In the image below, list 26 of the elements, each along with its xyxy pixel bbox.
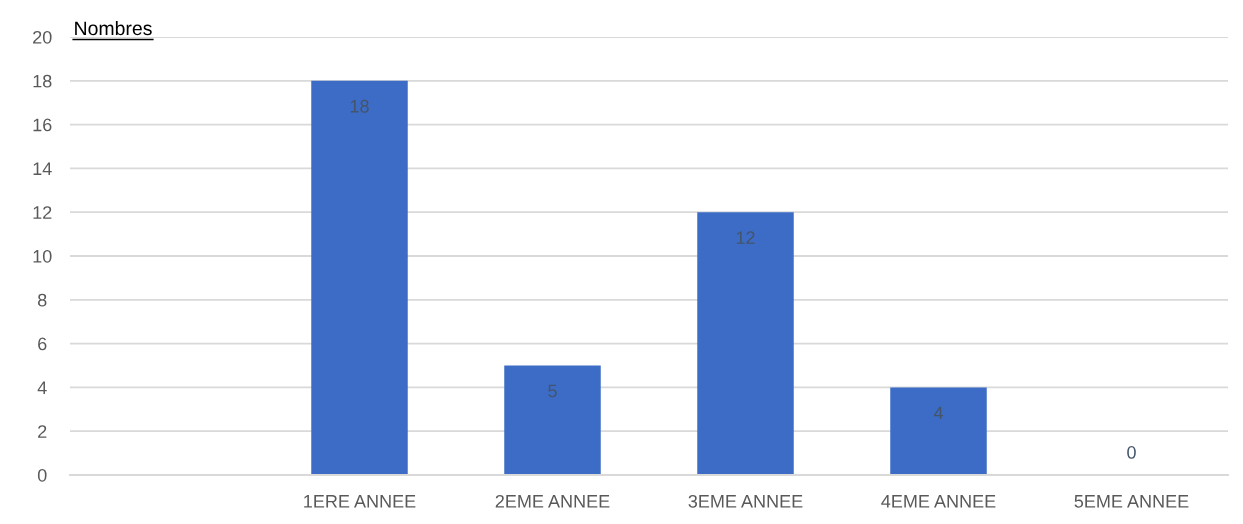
x-tick-label: 1ERE ANNEE: [304, 495, 416, 508]
y-tick-label: 16: [33, 118, 52, 132]
data-label: 0: [1127, 446, 1136, 459]
y-tick-label: 14: [33, 162, 52, 175]
x-tick-label: 4EME ANNEE: [881, 495, 996, 508]
y-tick-label: 6: [38, 337, 47, 351]
data-label: 12: [736, 231, 755, 244]
data-label: 4: [933, 406, 943, 420]
y-tick-label: 0: [37, 468, 47, 482]
data-label: 5: [548, 384, 557, 398]
y-tick-label: 4: [37, 381, 47, 394]
data-label: 18: [350, 99, 369, 113]
y-tick-label: 20: [33, 30, 52, 44]
y-axis-title: Nombres: [75, 20, 152, 36]
bar: [697, 212, 794, 475]
y-tick-label: 10: [33, 249, 52, 263]
x-tick-label: 3EME ANNEE: [688, 494, 803, 508]
bar: [890, 387, 987, 475]
y-tick-label: 18: [33, 74, 52, 88]
y-tick-label: 2: [38, 425, 47, 438]
bar: [311, 80, 408, 475]
x-tick-label: 2EME ANNEE: [495, 494, 610, 508]
y-tick-label: 8: [37, 293, 47, 307]
y-tick-label: 12: [33, 206, 52, 219]
x-tick-label: 5EME ANNEE: [1074, 495, 1189, 508]
bar: [504, 365, 601, 475]
